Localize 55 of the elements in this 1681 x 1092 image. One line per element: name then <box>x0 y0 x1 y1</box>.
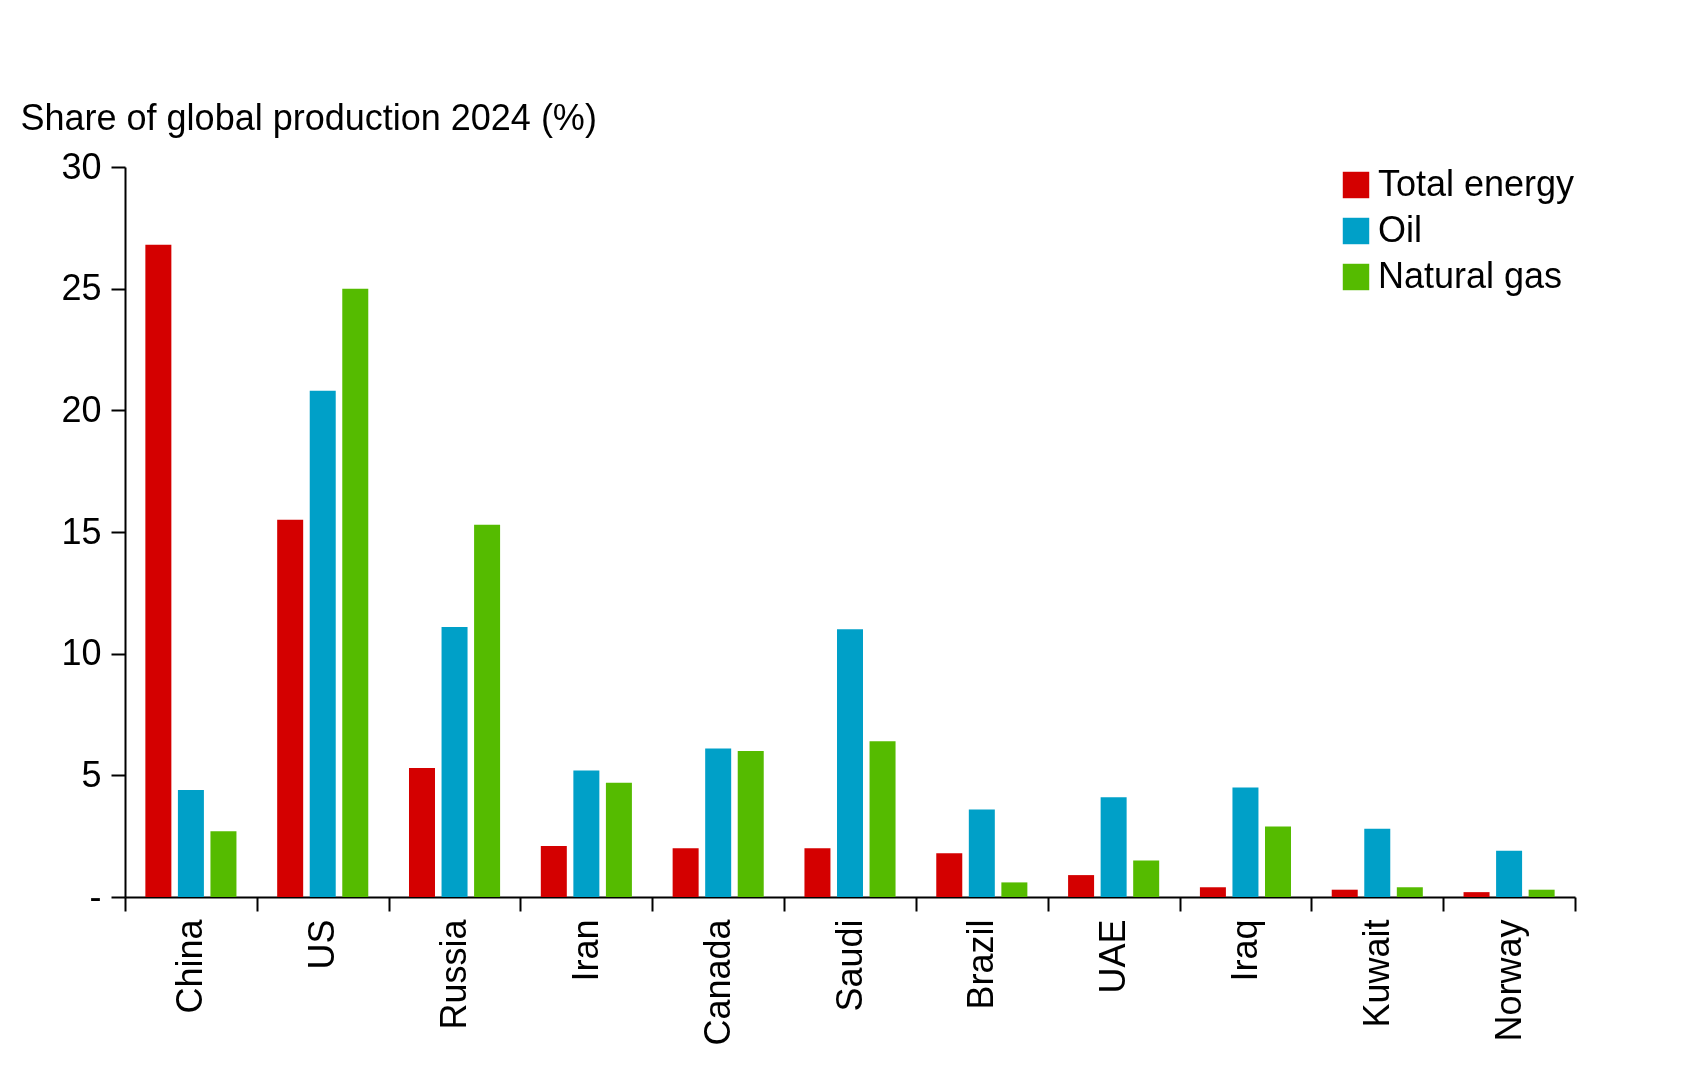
bar <box>605 782 632 897</box>
bar <box>1133 860 1160 897</box>
bar <box>177 789 204 897</box>
x-tick-label: Kuwait <box>1355 919 1397 1028</box>
x-tick-label: Russia <box>433 918 475 1030</box>
bar <box>441 626 468 897</box>
bar <box>409 768 435 897</box>
bar <box>540 845 567 897</box>
x-tick-label: Norway <box>1487 919 1529 1042</box>
legend-label: Oil <box>1378 209 1422 250</box>
x-tick-label: Iraq <box>1223 919 1265 982</box>
legend-label: Natural gas <box>1378 255 1563 296</box>
bar <box>573 770 600 897</box>
y-tick-label: 25 <box>61 267 102 309</box>
bar <box>804 848 831 897</box>
bar <box>1068 875 1095 897</box>
bar <box>474 524 501 897</box>
x-tick-label: Canada <box>696 918 738 1046</box>
bar <box>1331 889 1358 897</box>
bar <box>936 853 963 897</box>
bar <box>837 629 863 897</box>
bar <box>1001 882 1028 897</box>
bar <box>1265 826 1291 897</box>
legend-label: Total energy <box>1378 163 1575 204</box>
bar <box>145 244 172 897</box>
bar <box>1496 850 1523 897</box>
bar <box>672 848 699 897</box>
bar <box>869 741 896 897</box>
y-tick-label: 15 <box>61 510 102 552</box>
x-tick-label: US <box>301 919 343 970</box>
bar <box>1396 887 1423 897</box>
bar <box>309 390 336 897</box>
bar <box>705 748 732 897</box>
bar <box>1199 887 1226 897</box>
y-tick-label: 20 <box>61 388 102 430</box>
bar <box>737 751 764 897</box>
bar <box>968 809 995 897</box>
y-axis-title: Share of global production 2024 (%) <box>20 96 597 138</box>
bar <box>277 519 304 897</box>
y-tick-label: - <box>89 875 102 917</box>
x-tick-label: UAE <box>1092 919 1134 994</box>
x-tick-label: Brazil <box>960 919 1002 1010</box>
y-tick-label: 30 <box>61 145 102 187</box>
bar <box>1232 787 1259 897</box>
y-tick-label: 5 <box>81 753 102 795</box>
bar <box>1364 828 1391 897</box>
x-tick-label: China <box>169 918 211 1014</box>
x-tick-label: Iran <box>564 919 606 982</box>
bar <box>1463 892 1490 897</box>
y-tick-label: 10 <box>61 632 102 674</box>
x-tick-label: Saudi <box>828 919 870 1012</box>
bar <box>1528 889 1555 897</box>
bar <box>1100 797 1127 897</box>
bar <box>210 831 237 897</box>
bar <box>342 288 369 897</box>
